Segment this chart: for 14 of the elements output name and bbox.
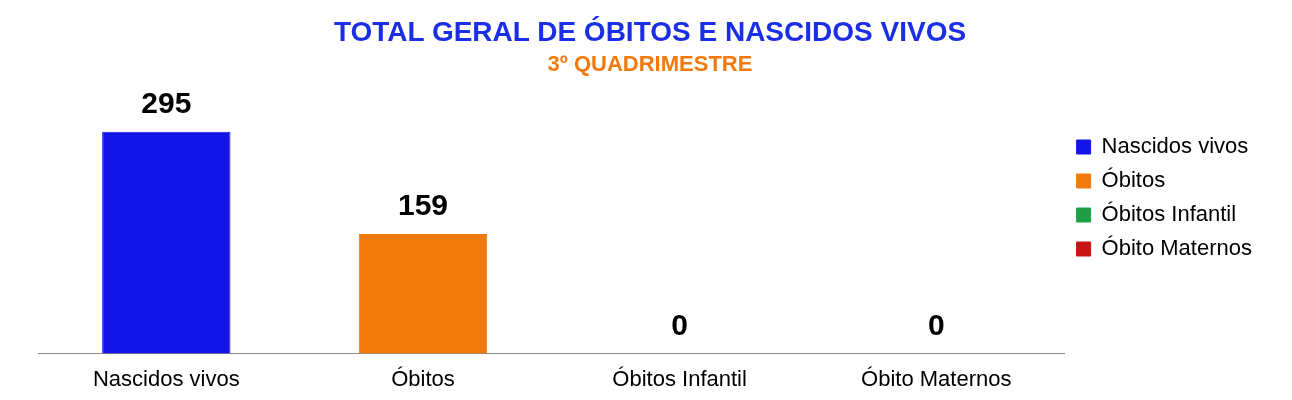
legend-label: Óbito Maternos: [1101, 235, 1252, 261]
x-tick-label: Óbitos Infantil: [612, 365, 747, 391]
chart-subtitle: 3º QUADRIMESTRE: [547, 50, 753, 76]
data-label: 0: [671, 307, 688, 341]
data-label: 159: [397, 188, 449, 222]
chart-title: TOTAL GERAL DE ÓBITOS E NASCIDOS VIVOS: [333, 15, 967, 47]
x-tick-label: Óbito Maternos: [861, 365, 1012, 391]
legend-label: Óbitos: [1101, 167, 1166, 193]
legend-label: Nascidos vivos: [1101, 133, 1249, 159]
x-tick-label: Nascidos vivos: [92, 365, 240, 391]
data-label: 0: [927, 307, 945, 341]
legend-label: Óbitos Infantil: [1101, 201, 1237, 227]
x-tick-label: Óbitos: [391, 365, 455, 391]
data-label: 295: [141, 86, 192, 120]
